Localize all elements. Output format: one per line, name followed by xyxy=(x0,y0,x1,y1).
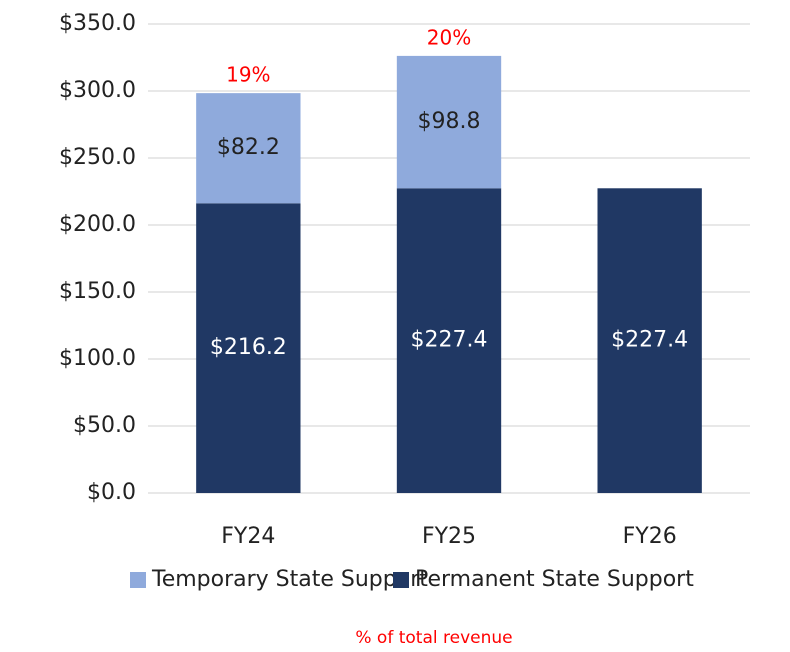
y-tick-label: $250.0 xyxy=(59,145,136,170)
bar-segment xyxy=(597,188,702,493)
percent-label: 20% xyxy=(427,25,471,49)
y-tick-label: $50.0 xyxy=(73,413,136,438)
y-tick-label: $300.0 xyxy=(59,78,136,103)
note: % of total revenue xyxy=(355,628,512,648)
bar-segment xyxy=(396,188,502,493)
y-tick-label: $200.0 xyxy=(59,212,136,237)
legend-swatch xyxy=(393,572,409,588)
data-label: $82.2 xyxy=(217,135,280,160)
bar-segment xyxy=(196,203,301,494)
data-label: $98.8 xyxy=(418,109,481,134)
y-tick-label: $100.0 xyxy=(59,346,136,371)
legend-label: Temporary State Support xyxy=(151,567,428,592)
percent-label: 19% xyxy=(226,63,270,87)
data-label: $227.4 xyxy=(411,328,488,353)
y-tick-label: $150.0 xyxy=(59,279,136,304)
bar-segment xyxy=(396,55,502,189)
y-tick-label: $350.0 xyxy=(59,11,136,36)
bar-segment xyxy=(196,93,301,204)
y-tick-label: $0.0 xyxy=(87,480,136,505)
legend-label: Permanent State Support xyxy=(415,567,694,592)
x-tick-label: FY26 xyxy=(623,524,677,549)
x-tick-label: FY24 xyxy=(221,524,275,549)
data-label: $216.2 xyxy=(210,335,287,360)
x-tick-label: FY25 xyxy=(422,524,476,549)
data-label: $227.4 xyxy=(611,328,688,353)
legend-swatch xyxy=(130,572,146,588)
